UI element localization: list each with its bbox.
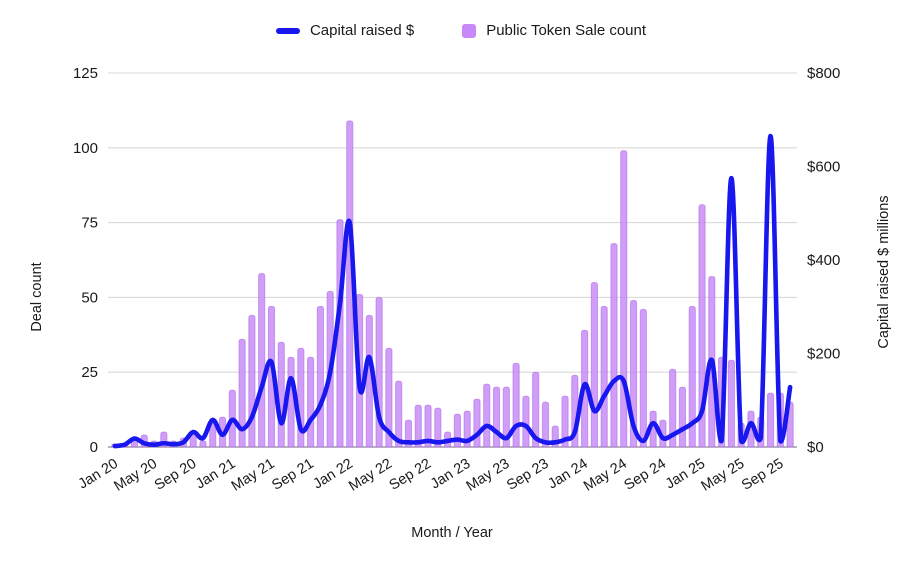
line-series-swatch-icon [275, 27, 300, 34]
right-axis-tick-label: $600 [807, 159, 840, 176]
x-axis-title: Month / Year [411, 525, 493, 541]
token-sale-bar[interactable] [218, 416, 227, 448]
token-sale-bar[interactable] [483, 383, 491, 448]
right-axis-tick-label: $200 [807, 346, 840, 363]
token-sale-bars-series[interactable] [111, 120, 794, 448]
right-axis-tick-label: $800 [807, 65, 840, 82]
left-axis-tick-label: 25 [81, 364, 98, 381]
left-axis-tick-label: 125 [73, 65, 98, 82]
x-axis-tick-label: May 25 [698, 456, 747, 495]
x-axis-tick-label: May 23 [464, 456, 513, 495]
left-axis-tick-label: 50 [81, 289, 98, 306]
gridlines: 0 25 50 75 100 125 $0 $200 $400 $600 $800 [73, 65, 840, 456]
token-sale-bar[interactable] [424, 404, 432, 448]
token-sale-bar[interactable] [590, 281, 598, 448]
token-sale-bar[interactable] [346, 120, 354, 448]
x-axis-tick-label: May 21 [229, 456, 278, 495]
capital-raised-line[interactable] [112, 133, 793, 449]
chart-legend: Capital raised $ Public Token Sale count [0, 22, 922, 39]
x-axis-tick-label: Sep 24 [622, 456, 669, 494]
token-sale-bar[interactable] [287, 356, 295, 448]
token-sale-bar[interactable] [639, 308, 647, 448]
left-axis-tick-label: 75 [81, 215, 98, 232]
left-axis-tick-label: 0 [90, 439, 98, 456]
token-sale-bar[interactable] [620, 150, 628, 448]
token-sale-bar[interactable] [316, 305, 324, 448]
token-sale-bar[interactable] [492, 386, 501, 448]
x-axis-tick-label: Sep 25 [739, 456, 786, 494]
token-sale-bar[interactable] [727, 359, 735, 448]
x-axis-tick-label: Sep 23 [504, 456, 551, 494]
bar-series-swatch-icon [462, 23, 477, 38]
legend-label-capital-raised: Capital raised $ [309, 22, 415, 39]
x-axis-tick-label: Sep 20 [152, 456, 199, 494]
token-sale-bar[interactable] [649, 410, 657, 448]
token-sale-bar[interactable] [502, 386, 510, 448]
token-sale-bar[interactable] [600, 305, 608, 448]
token-sale-bar[interactable] [395, 380, 403, 448]
token-sale-bar[interactable] [669, 368, 677, 448]
x-axis-tick-label: Sep 22 [387, 456, 434, 494]
token-sale-bar[interactable] [747, 410, 755, 448]
token-sale-bar[interactable] [678, 386, 687, 448]
token-sale-bar[interactable] [541, 401, 550, 448]
token-sale-bar[interactable] [688, 305, 696, 448]
legend-label-token-sale-count: Public Token Sale count [486, 22, 647, 39]
token-sale-bar[interactable] [473, 398, 481, 448]
legend-item-token-sale-count: Public Token Sale count [462, 22, 646, 39]
x-axis-tick-label: May 22 [346, 456, 395, 495]
right-axis-tick-label: $400 [807, 252, 840, 269]
token-sale-bar[interactable] [512, 362, 520, 448]
x-axis-tick-label: May 24 [581, 456, 630, 495]
token-sale-bar[interactable] [277, 341, 285, 448]
token-sale-bar[interactable] [199, 440, 207, 448]
legend-item-capital-raised: Capital raised $ [275, 22, 415, 39]
token-sale-bar[interactable] [307, 356, 315, 448]
token-sale-bar[interactable] [385, 347, 393, 448]
right-axis-tick-label: $0 [807, 439, 824, 456]
token-sale-bar[interactable] [258, 272, 266, 448]
token-sale-bar[interactable] [698, 204, 706, 448]
token-sale-bar[interactable] [522, 395, 530, 448]
token-sale-bar[interactable] [434, 407, 442, 448]
token-sale-bar[interactable] [248, 314, 256, 448]
token-sale-bar[interactable] [238, 338, 246, 448]
left-axis-tick-label: 100 [73, 140, 98, 157]
x-axis-tick-label: May 20 [111, 456, 160, 495]
token-sale-bar[interactable] [561, 395, 569, 448]
token-sale-bar[interactable] [414, 404, 422, 448]
token-sale-bar[interactable] [267, 305, 276, 448]
token-sale-bar[interactable] [532, 371, 540, 448]
x-axis-tick-label: Sep 21 [269, 456, 316, 494]
token-sale-bar[interactable] [610, 243, 618, 448]
token-sale-bar[interactable] [365, 314, 373, 448]
token-sale-bar[interactable] [766, 392, 775, 448]
